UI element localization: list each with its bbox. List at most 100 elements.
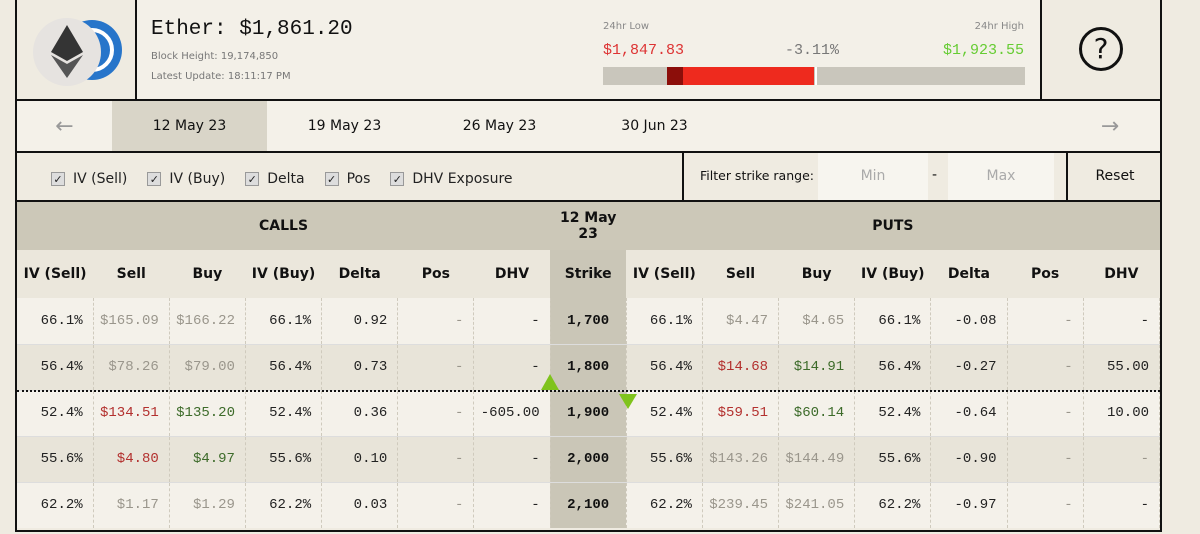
cell[interactable]: $144.49: [778, 436, 856, 482]
puts-label: PUTS: [872, 218, 914, 234]
cell[interactable]: 56.4%: [245, 344, 323, 390]
cell[interactable]: $166.22: [169, 298, 246, 344]
cell[interactable]: $239.45: [702, 482, 780, 528]
table-row: 66.1% $165.09 $166.22 66.1% 0.92- -1,700 66.1%…: [17, 298, 1160, 344]
checkbox[interactable]: ✓ Pos: [324, 171, 370, 187]
cell[interactable]: -0.64: [930, 390, 1008, 436]
cell[interactable]: -0.27: [930, 344, 1008, 390]
cell[interactable]: -: [397, 436, 475, 482]
cell[interactable]: -: [1007, 436, 1084, 482]
help-button[interactable]: ?: [1079, 27, 1123, 71]
column-label: Sell: [116, 266, 146, 282]
filter-options: ✓ IV (Sell) ✓ IV (Buy) ✓ Delta ✓ Pos ✓ DHV Exposu…: [51, 168, 533, 187]
cell[interactable]: -: [397, 344, 475, 390]
cell[interactable]: -: [397, 390, 475, 436]
cell[interactable]: $14.91: [778, 344, 856, 390]
cell[interactable]: 66.1%: [626, 298, 703, 344]
date-tab[interactable]: 19 May 23: [307, 118, 382, 134]
checkbox[interactable]: ✓ DHV Exposure: [390, 171, 513, 187]
min-input[interactable]: Min: [818, 153, 928, 200]
cell[interactable]: -0.97: [930, 482, 1008, 528]
cell[interactable]: -: [1083, 436, 1160, 482]
cell[interactable]: -: [473, 344, 551, 390]
cell[interactable]: $60.14: [778, 390, 856, 436]
cell[interactable]: 10.00: [1083, 390, 1160, 436]
cell[interactable]: -: [1007, 298, 1084, 344]
cell[interactable]: 0.92: [321, 298, 399, 344]
cell[interactable]: $135.20: [169, 390, 246, 436]
cell[interactable]: -: [1007, 390, 1084, 436]
cell[interactable]: -0.08: [930, 298, 1008, 344]
check-mark: ✓: [390, 172, 405, 186]
calls-label: CALLS: [259, 218, 309, 234]
cell[interactable]: -: [1083, 298, 1160, 344]
cell[interactable]: $4.80: [93, 436, 170, 482]
date-tab[interactable]: 12 May 23: [112, 101, 267, 151]
cell[interactable]: -: [1007, 344, 1084, 390]
cell[interactable]: 52.4%: [854, 390, 932, 436]
cell[interactable]: 66.1%: [17, 298, 94, 344]
cell[interactable]: $4.65: [778, 298, 856, 344]
cell[interactable]: 52.4%: [626, 390, 703, 436]
cell[interactable]: -: [473, 436, 551, 482]
cell[interactable]: 66.1%: [854, 298, 932, 344]
cell[interactable]: 52.4%: [17, 390, 94, 436]
date-tabs: ← 12 May 23 19 May 23 26 May 23 30 Jun 23 →: [15, 99, 1162, 153]
checkbox[interactable]: ✓ IV (Sell): [51, 171, 127, 187]
cell[interactable]: 62.2%: [17, 482, 94, 528]
cell[interactable]: 62.2%: [626, 482, 703, 528]
column-label: DHV: [1104, 266, 1139, 282]
cell[interactable]: 55.6%: [854, 436, 932, 482]
column-label: IV (Buy): [861, 266, 925, 282]
cell[interactable]: 55.6%: [626, 436, 703, 482]
cell[interactable]: 66.1%: [245, 298, 323, 344]
date-tab[interactable]: 30 Jun 23: [621, 118, 688, 134]
cell[interactable]: $78.26: [93, 344, 170, 390]
cell[interactable]: 55.6%: [17, 436, 94, 482]
date-tab[interactable]: 26 May 23: [462, 118, 537, 134]
cell[interactable]: $1.29: [169, 482, 246, 528]
next-arrow[interactable]: →: [1100, 113, 1120, 139]
cell[interactable]: -0.90: [930, 436, 1008, 482]
cell[interactable]: 55.6%: [245, 436, 323, 482]
checkbox[interactable]: ✓ IV (Buy): [147, 171, 225, 187]
cell[interactable]: 0.73: [321, 344, 399, 390]
max-input[interactable]: Max: [948, 153, 1054, 200]
latest-update: Latest Update: 18:11:17 PM: [151, 71, 291, 82]
cell[interactable]: -: [473, 482, 551, 528]
cell[interactable]: $79.00: [169, 344, 246, 390]
prev-arrow[interactable]: ←: [55, 113, 74, 139]
cell[interactable]: $4.47: [702, 298, 780, 344]
cell[interactable]: $165.09: [93, 298, 170, 344]
cell[interactable]: $1.17: [93, 482, 170, 528]
checkbox[interactable]: ✓ Delta: [245, 171, 305, 187]
cell[interactable]: 62.2%: [245, 482, 323, 528]
reset-button[interactable]: Reset: [1066, 151, 1162, 202]
cell[interactable]: 52.4%: [245, 390, 323, 436]
cell[interactable]: $14.68: [702, 344, 780, 390]
cell[interactable]: -: [397, 298, 475, 344]
table-row: 56.4% $78.26 $79.00 56.4% 0.73- -1,800 56.4% $1…: [17, 344, 1160, 390]
cell[interactable]: 0.10: [321, 436, 399, 482]
cell[interactable]: 62.2%: [854, 482, 932, 528]
cell[interactable]: 0.36: [321, 390, 399, 436]
cell[interactable]: $241.05: [778, 482, 856, 528]
cell[interactable]: $4.97: [169, 436, 246, 482]
cell[interactable]: 56.4%: [854, 344, 932, 390]
cell[interactable]: $134.51: [93, 390, 170, 436]
cell[interactable]: -: [1083, 482, 1160, 528]
cell[interactable]: 56.4%: [17, 344, 94, 390]
cell[interactable]: 0.03: [321, 482, 399, 528]
logo-box: [15, 0, 137, 101]
cell[interactable]: -: [473, 298, 551, 344]
cell[interactable]: $59.51: [702, 390, 780, 436]
cell[interactable]: -: [1007, 482, 1084, 528]
cell[interactable]: -605.00: [473, 390, 551, 436]
column-label: Delta: [947, 266, 990, 282]
column-label: Strike: [550, 250, 627, 298]
cell[interactable]: 56.4%: [626, 344, 703, 390]
cell[interactable]: -: [397, 482, 475, 528]
column-label: Delta: [338, 266, 381, 282]
cell[interactable]: 55.00: [1083, 344, 1160, 390]
cell[interactable]: $143.26: [702, 436, 780, 482]
